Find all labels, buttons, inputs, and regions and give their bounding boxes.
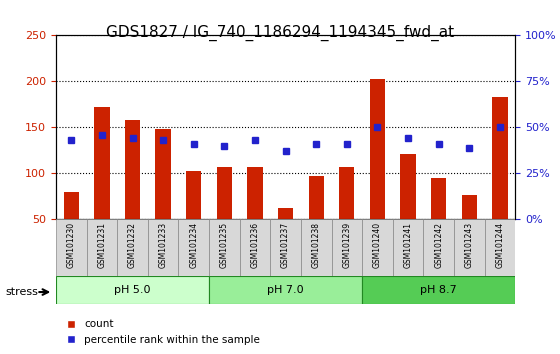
Text: GSM101231: GSM101231 (97, 222, 106, 268)
FancyBboxPatch shape (270, 219, 301, 276)
Bar (248, 167, 263, 219)
Text: pH 8.7: pH 8.7 (421, 285, 457, 295)
Text: GSM101238: GSM101238 (312, 222, 321, 268)
Bar (309, 176, 324, 219)
Text: GSM101240: GSM101240 (373, 222, 382, 268)
Bar (400, 154, 416, 219)
Bar (431, 178, 446, 219)
Text: GSM101235: GSM101235 (220, 222, 229, 268)
FancyBboxPatch shape (87, 219, 117, 276)
FancyBboxPatch shape (240, 219, 270, 276)
Text: stress: stress (6, 287, 39, 297)
Bar (94, 107, 110, 219)
FancyBboxPatch shape (117, 219, 148, 276)
FancyBboxPatch shape (209, 276, 362, 304)
Text: GSM101237: GSM101237 (281, 222, 290, 268)
Text: GSM101242: GSM101242 (434, 222, 443, 268)
Bar (461, 195, 477, 219)
Text: GSM101232: GSM101232 (128, 222, 137, 268)
FancyBboxPatch shape (454, 219, 484, 276)
Bar (156, 129, 171, 219)
FancyBboxPatch shape (332, 219, 362, 276)
Bar (278, 209, 293, 219)
Text: pH 7.0: pH 7.0 (267, 285, 304, 295)
FancyBboxPatch shape (362, 276, 515, 304)
FancyBboxPatch shape (393, 219, 423, 276)
FancyBboxPatch shape (362, 219, 393, 276)
FancyBboxPatch shape (301, 219, 332, 276)
FancyBboxPatch shape (56, 219, 87, 276)
Bar (370, 79, 385, 219)
Bar (339, 167, 354, 219)
Text: GSM101239: GSM101239 (342, 222, 351, 268)
FancyBboxPatch shape (148, 219, 179, 276)
Text: GSM101243: GSM101243 (465, 222, 474, 268)
Legend: count, percentile rank within the sample: count, percentile rank within the sample (61, 315, 264, 349)
Text: GDS1827 / IG_740_1186294_1194345_fwd_at: GDS1827 / IG_740_1186294_1194345_fwd_at (106, 25, 454, 41)
Text: GSM101241: GSM101241 (404, 222, 413, 268)
Text: GSM101236: GSM101236 (250, 222, 259, 268)
Bar (125, 120, 140, 219)
Text: GSM101244: GSM101244 (496, 222, 505, 268)
Text: GSM101234: GSM101234 (189, 222, 198, 268)
FancyBboxPatch shape (209, 219, 240, 276)
Text: GSM101233: GSM101233 (158, 222, 167, 268)
FancyBboxPatch shape (56, 276, 209, 304)
Bar (186, 171, 202, 219)
Bar (217, 167, 232, 219)
Text: GSM101230: GSM101230 (67, 222, 76, 268)
Bar (492, 97, 507, 219)
FancyBboxPatch shape (179, 219, 209, 276)
Bar (64, 192, 79, 219)
FancyBboxPatch shape (423, 219, 454, 276)
Text: pH 5.0: pH 5.0 (114, 285, 151, 295)
FancyBboxPatch shape (484, 219, 515, 276)
